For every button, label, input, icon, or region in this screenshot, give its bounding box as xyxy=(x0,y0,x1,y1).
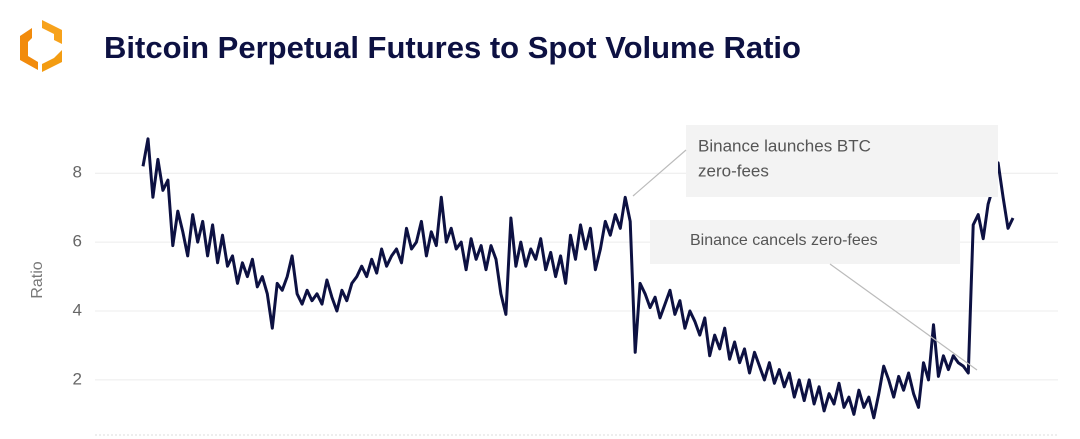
annotation-leader xyxy=(829,263,978,371)
y-tick-label: 6 xyxy=(73,232,82,251)
y-tick-label: 2 xyxy=(73,369,82,388)
logo xyxy=(20,20,62,72)
data-line xyxy=(141,137,1015,420)
annotation-cancel: Binance cancels zero-fees xyxy=(650,220,978,371)
annotation-box xyxy=(650,220,960,264)
annotation-leader xyxy=(632,149,687,197)
chart-title: Bitcoin Perpetual Futures to Spot Volume… xyxy=(104,30,801,65)
y-axis-label: Ratio xyxy=(29,261,46,298)
annotation-text: Binance launches BTC xyxy=(698,136,871,155)
annotation-launch: Binance launches BTC zero-fees xyxy=(632,125,998,197)
annotation-text: Binance cancels zero-fees xyxy=(690,232,878,249)
annotation-text: zero-fees xyxy=(698,161,769,180)
y-tick-label: 8 xyxy=(73,163,82,182)
annotation-box xyxy=(686,125,998,197)
y-tick-label: 4 xyxy=(73,300,82,319)
